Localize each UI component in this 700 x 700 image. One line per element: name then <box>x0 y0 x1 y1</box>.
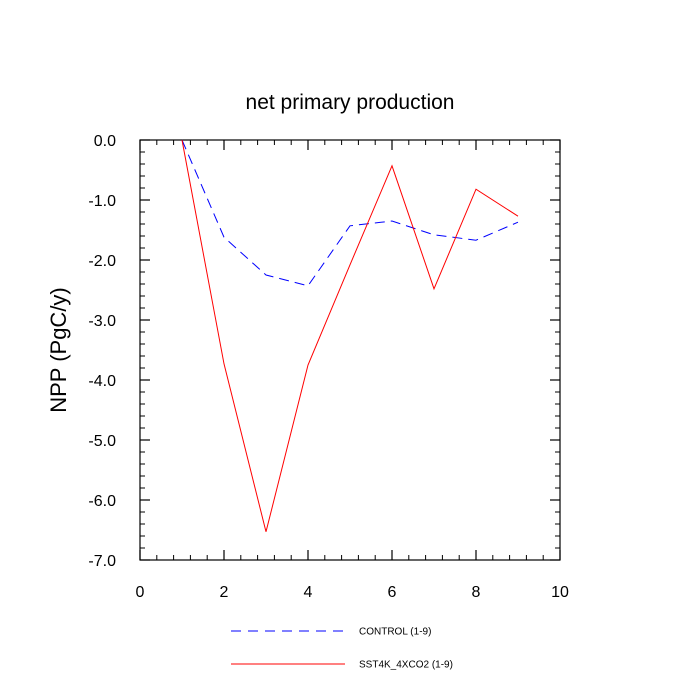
y-axis-label: NPP (PgC/y) <box>46 287 71 413</box>
x-tick-label: 6 <box>388 584 397 601</box>
legend: CONTROL (1-9) SST4K_4XCO2 (1-9) <box>231 627 453 671</box>
x-tick-label: 0 <box>136 584 145 601</box>
x-tick-label: 10 <box>551 584 569 601</box>
series-layer <box>181 139 519 532</box>
y-tick-label: -2.0 <box>88 253 116 270</box>
y-tick-label: -3.0 <box>88 313 116 330</box>
x-tick-labels: 0 2 4 6 8 10 <box>136 584 569 601</box>
y-tick-label: -4.0 <box>88 373 116 390</box>
y-tick-label: 0.0 <box>94 133 116 150</box>
legend-label-2: SST4K_4XCO2 (1-9) <box>359 660 453 671</box>
legend-label-1: CONTROL (1-9) <box>359 627 431 638</box>
y-tick-label: -6.0 <box>88 493 116 510</box>
x-tick-label: 4 <box>304 584 313 601</box>
y-tick-label: -7.0 <box>88 553 116 570</box>
minor-ticks <box>140 140 560 560</box>
y-tick-labels: 0.0 -1.0 -2.0 -3.0 -4.0 -5.0 -6.0 -7.0 <box>88 133 116 570</box>
x-tick-label: 2 <box>220 584 229 601</box>
y-tick-label: -5.0 <box>88 433 116 450</box>
y-tick-label: -1.0 <box>88 193 116 210</box>
chart-title: net primary production <box>246 91 455 114</box>
plot-frame <box>139 139 561 561</box>
series-line-1 <box>181 139 519 287</box>
series-line-2 <box>181 139 519 532</box>
x-tick-label: 8 <box>472 584 481 601</box>
